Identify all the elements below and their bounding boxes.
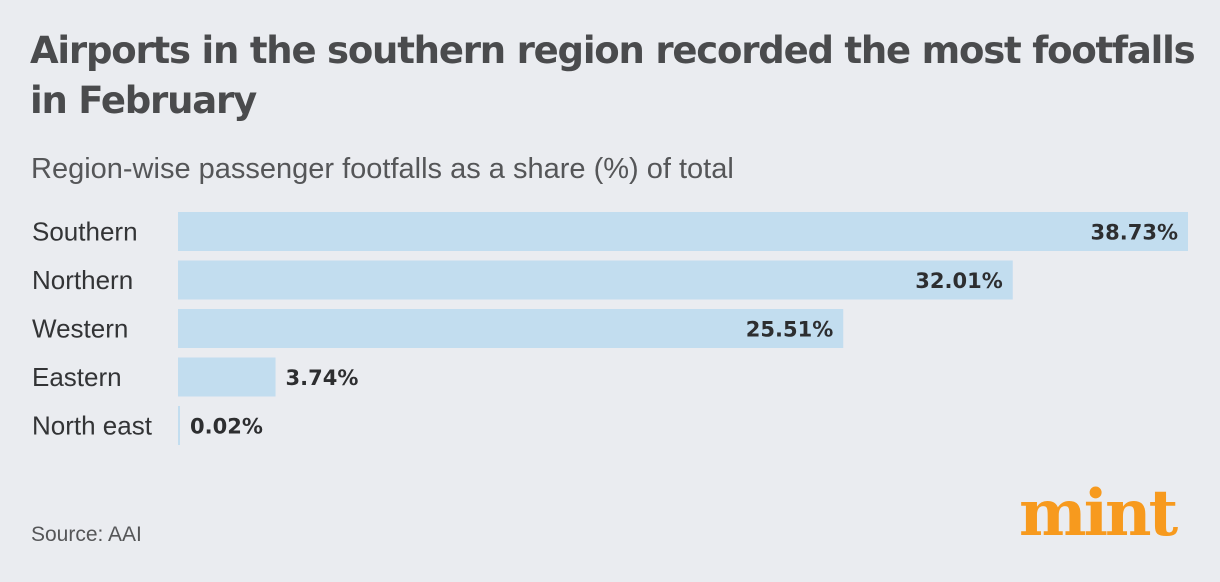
- category-label: Western: [32, 314, 128, 344]
- mint-logo: mint: [1019, 476, 1178, 551]
- bar-north-east: [178, 406, 180, 445]
- bar-western: [178, 309, 844, 348]
- category-label: North east: [32, 411, 153, 441]
- value-label: 38.73%: [1091, 221, 1178, 245]
- bar-southern: [178, 212, 1188, 251]
- value-label: 25.51%: [746, 318, 833, 342]
- value-label: 0.02%: [190, 415, 263, 439]
- bar-chart: Southern 38.73% Northern 32.01% Western 25.51…: [32, 212, 1188, 445]
- category-label: Northern: [32, 265, 133, 295]
- chart-subtitle: Region-wise passenger footfalls as a sha…: [31, 153, 734, 185]
- chart-title: Airports in the southern region recorded…: [30, 29, 1196, 122]
- bar-eastern: [178, 357, 276, 397]
- category-label: Southern: [32, 217, 138, 247]
- category-label: Eastern: [32, 362, 122, 392]
- bar-northern: [178, 260, 1013, 300]
- source-note: Source: AAI: [31, 523, 142, 546]
- value-label: 32.01%: [915, 269, 1002, 293]
- value-label: 3.74%: [286, 366, 359, 390]
